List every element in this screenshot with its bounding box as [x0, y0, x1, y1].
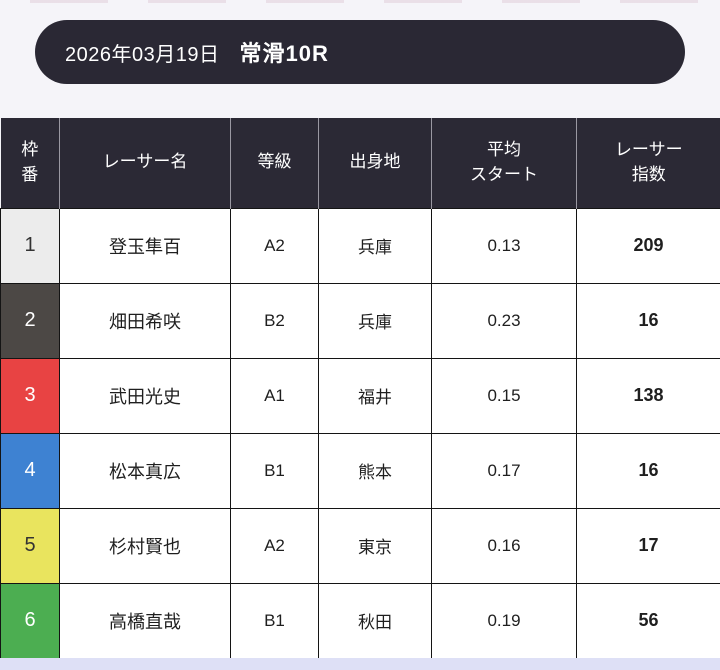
- racer-index: 56: [576, 582, 720, 659]
- frame-number-cell: 4: [0, 432, 60, 509]
- racer-class: A1: [230, 357, 319, 434]
- race-date: 2026年03月19日: [65, 43, 220, 66]
- cutoff-tabs-top: [0, 0, 720, 3]
- racer-avg-start: 0.17: [431, 432, 577, 509]
- frame-number-cell: 6: [0, 582, 60, 659]
- racer-index: 16: [576, 282, 720, 359]
- race-name: 常滑10R: [239, 41, 329, 66]
- racer-avg-start: 0.19: [431, 582, 577, 659]
- racer-class: B1: [230, 432, 319, 509]
- racer-class: B1: [230, 582, 319, 659]
- race-title-bar: 2026年03月19日 常滑10R: [35, 20, 685, 84]
- table-row: 1 登玉隼百 A2 兵庫 0.13 209: [0, 207, 720, 284]
- frame-number-cell: 2: [0, 282, 60, 359]
- racer-avg-start: 0.15: [431, 357, 577, 434]
- racer-name: 高橋直哉: [59, 582, 231, 659]
- racer-origin: 兵庫: [318, 207, 432, 284]
- table-row: 3 武田光史 A1 福井 0.15 138: [0, 357, 720, 434]
- table-row: 4 松本真広 B1 熊本 0.17 16: [0, 432, 720, 509]
- col-header-avg-start: 平均 スタート: [431, 118, 577, 208]
- col-header-index: レーサー 指数: [576, 118, 720, 208]
- racer-avg-start: 0.23: [431, 282, 577, 359]
- col-header-origin: 出身地: [318, 118, 432, 208]
- racer-name: 登玉隼百: [59, 207, 231, 284]
- racer-origin: 福井: [318, 357, 432, 434]
- table-row: 5 杉村賢也 A2 東京 0.16 17: [0, 507, 720, 584]
- frame-number-cell: 1: [0, 207, 60, 284]
- racer-index: 209: [576, 207, 720, 284]
- col-header-waku: 枠 番: [0, 118, 60, 208]
- racer-origin: 秋田: [318, 582, 432, 659]
- table-row: 2 畑田希咲 B2 兵庫 0.23 16: [0, 282, 720, 359]
- racer-name: 杉村賢也: [59, 507, 231, 584]
- racer-class: A2: [230, 207, 319, 284]
- racer-index: 16: [576, 432, 720, 509]
- racer-class: B2: [230, 282, 319, 359]
- table-row: 6 高橋直哉 B1 秋田 0.19 56: [0, 582, 720, 659]
- frame-number-cell: 5: [0, 507, 60, 584]
- racer-index: 138: [576, 357, 720, 434]
- racer-origin: 東京: [318, 507, 432, 584]
- racer-index: 17: [576, 507, 720, 584]
- racer-name: 畑田希咲: [59, 282, 231, 359]
- racer-table-header: 枠 番 レーサー名 等級 出身地 平均 スタート レーサー 指数: [0, 118, 720, 208]
- col-header-class: 等級: [230, 118, 319, 208]
- racer-name: 武田光史: [59, 357, 231, 434]
- racer-table: 枠 番 レーサー名 等級 出身地 平均 スタート レーサー 指数 1 登玉隼百 …: [0, 118, 720, 659]
- racer-origin: 兵庫: [318, 282, 432, 359]
- racer-avg-start: 0.16: [431, 507, 577, 584]
- racer-name: 松本真広: [59, 432, 231, 509]
- bottom-strip: [0, 658, 720, 670]
- racer-origin: 熊本: [318, 432, 432, 509]
- racer-avg-start: 0.13: [431, 207, 577, 284]
- col-header-name: レーサー名: [59, 118, 231, 208]
- frame-number-cell: 3: [0, 357, 60, 434]
- racer-class: A2: [230, 507, 319, 584]
